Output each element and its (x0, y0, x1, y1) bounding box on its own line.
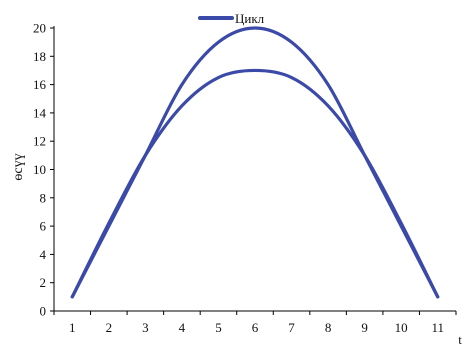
x-tick-label: 9 (361, 320, 368, 335)
x-tick-label: 2 (106, 320, 113, 335)
y-tick-label: 2 (40, 275, 47, 290)
x-tick-label: 11 (431, 320, 444, 335)
series-line-2 (70, 68, 440, 299)
x-tick-label: 8 (325, 320, 332, 335)
y-tick-label: 14 (33, 105, 47, 120)
x-tick-label: 3 (142, 320, 149, 335)
y-tick-label: 20 (33, 21, 46, 36)
x-axis-label: t (458, 332, 462, 345)
y-axis-label: өсүү (11, 153, 26, 180)
y-tick-label: 4 (40, 247, 47, 262)
x-tick-label: 6 (252, 320, 259, 335)
x-tick-label: 4 (179, 320, 186, 335)
y-tick-label: 6 (40, 219, 47, 234)
chart-axes (53, 26, 456, 312)
x-tick-label: 7 (288, 320, 295, 335)
y-tick-label: 18 (33, 49, 46, 64)
series-line-1 (70, 26, 440, 299)
x-tick-label: 10 (395, 320, 408, 335)
y-tick-label: 8 (40, 190, 47, 205)
y-tick-label: 0 (40, 304, 47, 319)
x-tick-label: 1 (69, 320, 76, 335)
y-tick-label: 12 (33, 134, 46, 149)
legend-label: Цикл (235, 11, 265, 26)
y-tick-label: 10 (33, 162, 46, 177)
chart-series (70, 26, 440, 299)
chart-legend: Цикл (198, 11, 265, 26)
y-tick-label: 16 (33, 77, 47, 92)
x-tick-label: 5 (215, 320, 222, 335)
